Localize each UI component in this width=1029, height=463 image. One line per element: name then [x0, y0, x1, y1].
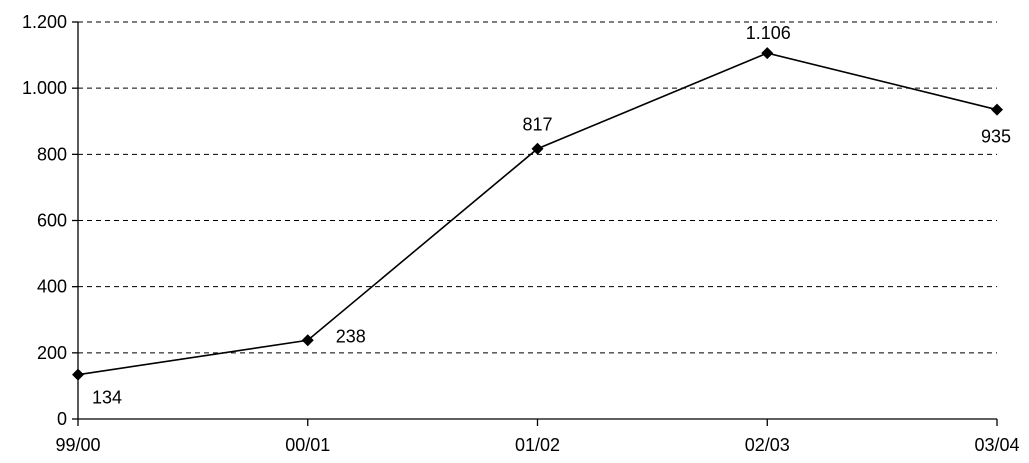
x-tick-label: 03/04 — [974, 435, 1019, 455]
y-tick-label: 800 — [37, 144, 67, 164]
gridlines — [78, 21, 997, 354]
data-point-marker — [301, 334, 314, 347]
data-point-marker — [991, 103, 1003, 116]
x-tick-label: 99/00 — [55, 435, 100, 455]
data-point-marker — [72, 368, 84, 381]
data-point-marker — [761, 47, 774, 60]
y-tick-label: 200 — [37, 343, 67, 363]
y-tick-label: 0 — [57, 409, 67, 429]
x-tick-label: 01/02 — [515, 435, 560, 455]
y-tick-label: 1.000 — [22, 78, 67, 98]
data-label: 238 — [336, 326, 366, 346]
y-tick-label: 400 — [37, 277, 67, 297]
data-labels: 134 238 817 1.106 935 — [92, 23, 1011, 408]
data-label: 817 — [522, 115, 552, 135]
y-tick-label: 1.200 — [22, 12, 67, 32]
data-point-marker — [531, 142, 544, 155]
data-label: 935 — [981, 127, 1011, 147]
axes: 0 200 400 600 800 1.000 1.200 99/00 00/01 01/02 02… — [22, 12, 1020, 455]
data-label: 134 — [92, 388, 122, 408]
series-layer — [72, 47, 1003, 381]
series-line — [77, 52, 998, 376]
y-tick-label: 600 — [37, 211, 67, 231]
data-label: 1.106 — [746, 23, 791, 43]
x-tick-label: 00/01 — [285, 435, 330, 455]
x-tick-label: 02/03 — [745, 435, 790, 455]
